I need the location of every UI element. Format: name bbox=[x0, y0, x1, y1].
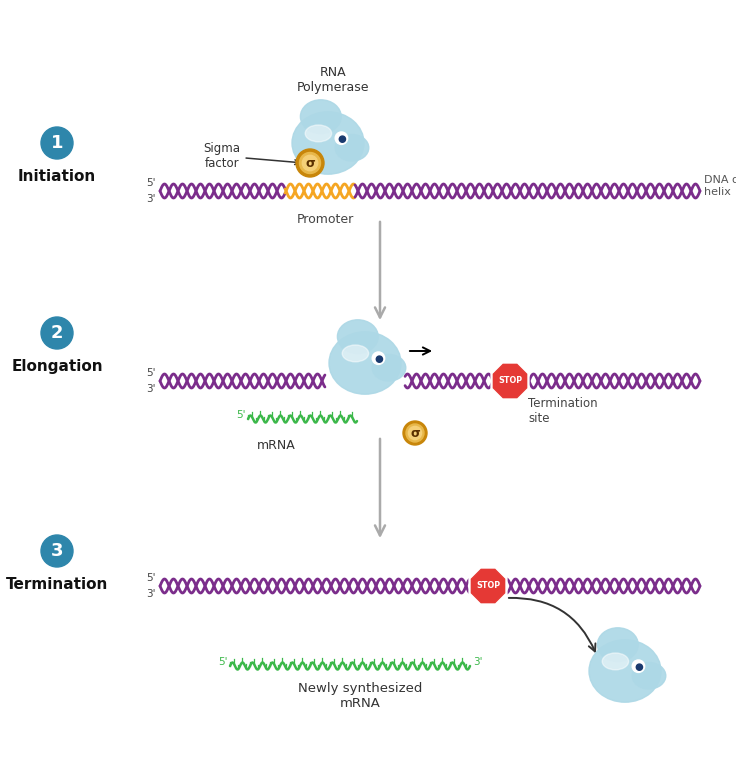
Ellipse shape bbox=[598, 628, 638, 662]
Circle shape bbox=[403, 421, 427, 445]
Ellipse shape bbox=[329, 332, 401, 394]
Text: 3': 3' bbox=[146, 589, 156, 599]
Text: σ: σ bbox=[410, 427, 420, 440]
Text: mRNA: mRNA bbox=[257, 439, 295, 452]
Circle shape bbox=[302, 155, 318, 171]
Ellipse shape bbox=[372, 355, 406, 381]
Text: 2: 2 bbox=[51, 324, 63, 342]
Text: Newly synthesized
mRNA: Newly synthesized mRNA bbox=[298, 682, 422, 710]
Text: 5': 5' bbox=[146, 573, 156, 583]
Text: 5': 5' bbox=[146, 178, 156, 188]
Text: 3: 3 bbox=[51, 542, 63, 560]
Ellipse shape bbox=[335, 134, 369, 161]
Text: DNA double
helix: DNA double helix bbox=[704, 175, 736, 197]
Ellipse shape bbox=[342, 345, 369, 362]
Text: 3': 3' bbox=[146, 194, 156, 204]
Polygon shape bbox=[469, 567, 507, 605]
Text: Termination
site: Termination site bbox=[528, 397, 598, 425]
Text: STOP: STOP bbox=[498, 376, 522, 385]
Text: Elongation: Elongation bbox=[11, 359, 103, 374]
Ellipse shape bbox=[602, 653, 629, 670]
Text: RNA
Polymerase: RNA Polymerase bbox=[297, 66, 369, 94]
Text: 5': 5' bbox=[219, 657, 228, 667]
Circle shape bbox=[335, 132, 347, 144]
Circle shape bbox=[296, 149, 324, 177]
Circle shape bbox=[406, 424, 424, 442]
Circle shape bbox=[632, 660, 645, 672]
Polygon shape bbox=[471, 569, 505, 603]
Text: STOP: STOP bbox=[476, 581, 500, 590]
Circle shape bbox=[408, 426, 422, 440]
Text: Sigma
factor: Sigma factor bbox=[203, 142, 300, 170]
Ellipse shape bbox=[337, 319, 378, 353]
Circle shape bbox=[41, 317, 73, 349]
Polygon shape bbox=[493, 365, 527, 398]
Circle shape bbox=[637, 664, 643, 670]
Text: 1: 1 bbox=[51, 134, 63, 152]
Circle shape bbox=[339, 136, 345, 142]
Ellipse shape bbox=[292, 112, 364, 174]
Circle shape bbox=[372, 352, 385, 365]
Ellipse shape bbox=[632, 662, 666, 689]
Ellipse shape bbox=[300, 100, 342, 134]
Text: 3': 3' bbox=[146, 384, 156, 394]
Text: Termination: Termination bbox=[6, 577, 108, 592]
Text: 3': 3' bbox=[473, 657, 483, 667]
Polygon shape bbox=[491, 362, 529, 400]
Ellipse shape bbox=[305, 125, 332, 142]
Text: 5': 5' bbox=[236, 410, 246, 420]
Circle shape bbox=[300, 152, 320, 173]
Text: Promoter: Promoter bbox=[297, 213, 353, 226]
Circle shape bbox=[41, 535, 73, 567]
Text: σ: σ bbox=[305, 157, 315, 170]
Ellipse shape bbox=[589, 640, 661, 702]
Circle shape bbox=[41, 127, 73, 159]
Text: 5': 5' bbox=[146, 368, 156, 378]
Text: Initiation: Initiation bbox=[18, 169, 96, 184]
Circle shape bbox=[376, 356, 383, 362]
